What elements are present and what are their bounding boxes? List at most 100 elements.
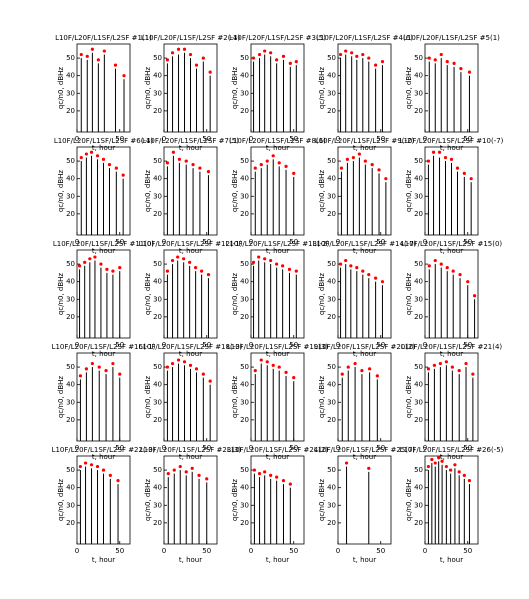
x-tick-label: 0 <box>336 238 340 246</box>
pass-peak <box>85 54 89 58</box>
x-axis-label: t, hour <box>353 556 376 564</box>
pass-peak <box>380 60 385 64</box>
pass-peak <box>269 258 273 263</box>
y-tick-label: 50 <box>153 54 162 62</box>
x-axis-label: t, hour <box>92 453 115 461</box>
pass-peak <box>374 276 378 280</box>
pass-peak <box>355 54 359 58</box>
x-axis-label: t, hour <box>353 247 376 255</box>
y-tick-label: 40 <box>66 278 75 286</box>
chart-title: L10F/L20F/L1SF/L2SF #20(2) <box>314 343 416 351</box>
pass-peak <box>263 257 267 261</box>
pass-peak <box>165 161 170 165</box>
y-tick-label: 20 <box>240 519 249 527</box>
pass-peak <box>263 49 267 53</box>
y-tick-label: 50 <box>327 157 336 165</box>
y-tick-label: 30 <box>153 89 162 97</box>
pass-peak <box>111 269 115 273</box>
y-tick-label: 50 <box>66 157 75 165</box>
y-tick-label: 40 <box>240 484 249 492</box>
x-tick-label: 0 <box>423 135 427 143</box>
pass-peak <box>443 155 448 160</box>
x-tick-label: 50 <box>289 444 298 452</box>
y-tick-label: 40 <box>327 484 336 492</box>
y-tick-label: 40 <box>66 175 75 183</box>
pass-peak <box>367 466 371 470</box>
plot-frame <box>424 455 479 545</box>
plot-frame <box>337 455 392 545</box>
x-tick-label: 0 <box>336 444 340 452</box>
pass-peak <box>284 370 288 374</box>
pass-peak <box>439 52 443 57</box>
pass-peak <box>377 168 381 172</box>
pass-peak <box>344 49 348 53</box>
pass-peak <box>118 266 122 270</box>
pass-peak <box>182 257 186 261</box>
pass-peak <box>84 152 89 156</box>
pass-peak <box>269 51 273 55</box>
pass-peak <box>198 166 202 170</box>
pass-peak <box>165 365 170 369</box>
pass-peak <box>206 273 211 277</box>
y-tick-label: 20 <box>414 210 423 218</box>
plot-frame <box>337 146 392 236</box>
pass-peak <box>469 177 473 181</box>
pass-peak <box>294 60 298 64</box>
chart-title: L10F/L20F/L1SF/L2SF #16(-1) <box>52 343 156 351</box>
x-tick-label: 0 <box>423 547 427 555</box>
x-tick-label: 0 <box>336 135 340 143</box>
x-axis-label: t, hour <box>440 350 463 358</box>
plot-frame <box>163 455 218 545</box>
pass-peak <box>444 360 448 364</box>
pass-peak <box>113 63 118 67</box>
y-axis-label: qc/n0, dBHz <box>318 170 326 213</box>
y-tick-label: 30 <box>240 501 249 509</box>
x-tick-label: 50 <box>289 135 298 143</box>
y-tick-label: 50 <box>240 363 249 371</box>
y-tick-label: 40 <box>240 72 249 80</box>
pass-peak <box>200 269 204 273</box>
pass-peak <box>263 470 267 474</box>
x-tick-label: 50 <box>463 341 472 349</box>
x-tick-label: 50 <box>202 341 211 349</box>
x-tick-label: 0 <box>75 547 79 555</box>
plot-frame <box>76 249 131 339</box>
pass-peak <box>275 262 279 266</box>
pass-peak <box>288 482 292 486</box>
pass-peak <box>455 166 460 170</box>
pass-peak <box>97 365 101 369</box>
y-axis-label: qc/n0, dBHz <box>57 479 65 522</box>
y-tick-label: 50 <box>66 260 75 268</box>
pass-peak <box>346 365 350 369</box>
y-axis-label: qc/n0, dBHz <box>405 376 413 419</box>
pass-peak <box>184 470 188 474</box>
y-tick-label: 50 <box>153 260 162 268</box>
pass-peak <box>79 52 83 57</box>
y-tick-label: 30 <box>414 89 423 97</box>
x-axis-label: t, hour <box>179 350 202 358</box>
pass-peak <box>78 464 83 469</box>
pass-peak <box>449 157 454 161</box>
pass-peak <box>467 70 472 74</box>
pass-peak <box>83 260 87 264</box>
y-tick-label: 20 <box>414 313 423 321</box>
pass-peak <box>340 372 344 376</box>
pass-peak <box>89 463 94 467</box>
pass-peak <box>121 173 125 177</box>
y-tick-label: 50 <box>66 466 75 474</box>
pass-peak <box>426 159 431 163</box>
pass-peak <box>367 273 371 277</box>
pass-peak <box>101 468 106 472</box>
chart-title: L10F/L20F/L1SF/L2SF #13(-2) <box>226 240 330 248</box>
x-axis-label: t, hour <box>266 350 289 358</box>
y-tick-label: 40 <box>153 72 162 80</box>
pass-peak <box>188 52 193 57</box>
pass-peak <box>257 472 262 476</box>
pass-peak <box>449 468 453 472</box>
pass-peak <box>171 150 176 154</box>
pass-peak <box>294 269 298 273</box>
y-tick-label: 40 <box>153 278 162 286</box>
y-tick-label: 50 <box>414 260 423 268</box>
pass-peak <box>380 280 385 284</box>
